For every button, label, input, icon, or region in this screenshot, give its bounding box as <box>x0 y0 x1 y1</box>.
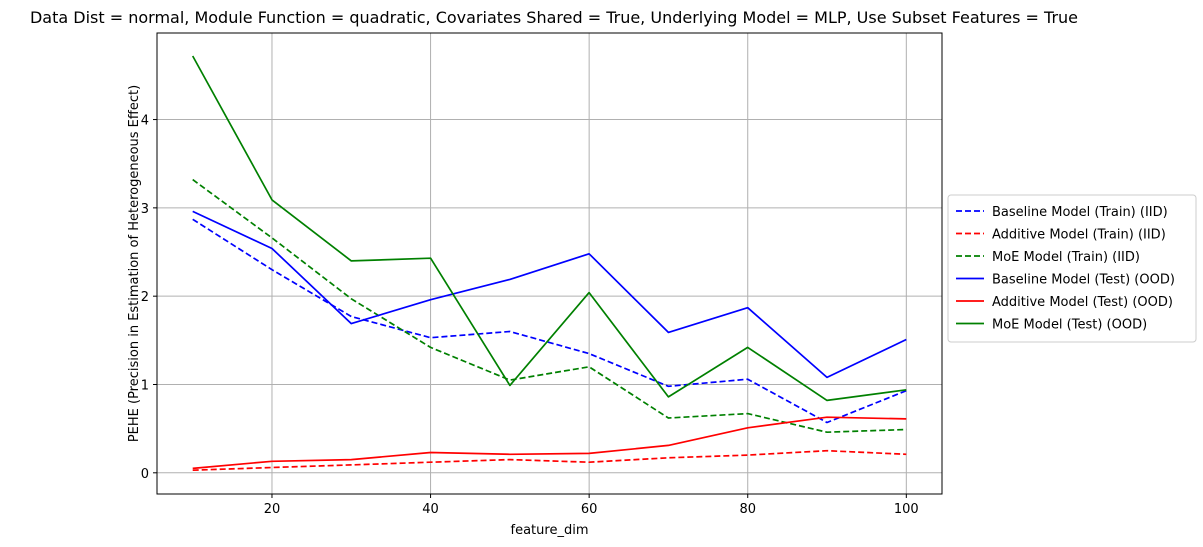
series-line-3 <box>192 210 907 379</box>
legend-box <box>947 194 1197 343</box>
legend-entry: Additive Model (Test) (OOD) <box>992 295 1173 310</box>
x-tick-label: 20 <box>264 502 281 517</box>
y-tick-label: 4 <box>141 114 149 129</box>
series-layer <box>191 55 907 472</box>
x-axis-label: feature_dim <box>511 523 589 538</box>
y-tick-label: 0 <box>141 467 149 482</box>
series-line-4 <box>192 416 907 470</box>
y-tick-label: 1 <box>141 378 149 393</box>
legend-entry: Baseline Model (Train) (IID) <box>992 205 1168 220</box>
y-tick-label: 2 <box>141 290 149 305</box>
series-line-2 <box>192 178 907 434</box>
y-tick-label: 3 <box>141 202 149 217</box>
legend-entry: MoE Model (Train) (IID) <box>992 250 1140 265</box>
plot-frame <box>156 32 943 495</box>
legend-entry: MoE Model (Test) (OOD) <box>992 318 1147 333</box>
x-tick-label: 100 <box>894 502 919 517</box>
legend-entry: Baseline Model (Test) (OOD) <box>992 273 1175 288</box>
series-line-0 <box>192 218 907 424</box>
grid <box>157 33 942 494</box>
x-tick-label: 40 <box>422 502 439 517</box>
legend-entry: Additive Model (Train) (IID) <box>992 228 1166 243</box>
series-line-5 <box>191 55 907 402</box>
x-tick-label: 80 <box>739 502 756 517</box>
series-line-1 <box>192 449 907 472</box>
chart-title: Data Dist = normal, Module Function = qu… <box>30 8 1078 27</box>
y-axis-label: PEHE (Precision in Estimation of Heterog… <box>127 85 142 442</box>
ticks: 20 40 60 80 100 0 1 2 3 4 <box>141 114 919 517</box>
legend: Baseline Model (Train) (IID) Additive Mod… <box>947 194 1197 343</box>
x-tick-label: 60 <box>581 502 598 517</box>
